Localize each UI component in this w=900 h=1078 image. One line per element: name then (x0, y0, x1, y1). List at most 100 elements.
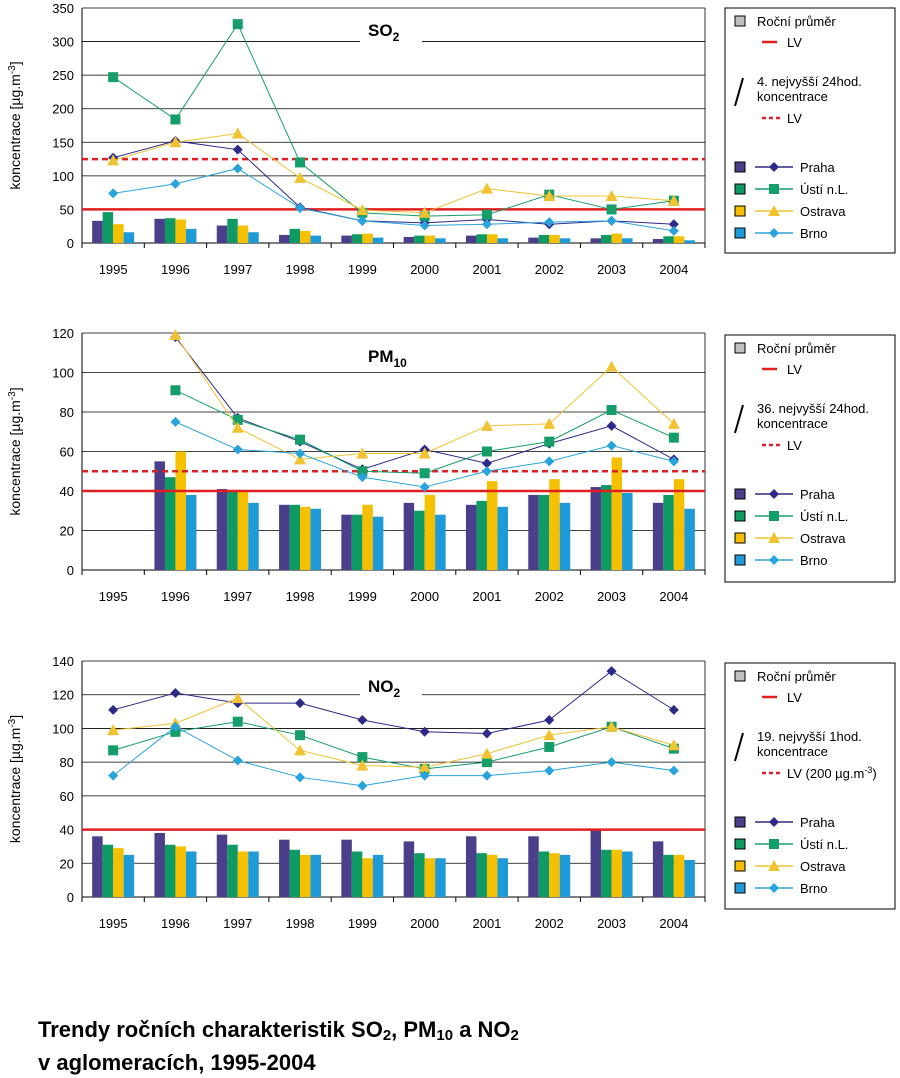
point-ostrava (356, 759, 369, 771)
point-ostrava (231, 421, 244, 433)
bar-brno (559, 238, 571, 243)
x-tick-label: 1999 (348, 916, 377, 931)
bar-praha (92, 220, 103, 243)
y-tick-label: 100 (52, 721, 74, 736)
bar-praha (590, 829, 602, 897)
point-ostrava (107, 154, 120, 166)
bar-usti (538, 851, 550, 897)
chart-title: SO2 (368, 21, 400, 44)
legend-annual-label: Roční průměr (757, 14, 836, 29)
bar-brno (310, 508, 322, 570)
bar-praha (528, 494, 539, 570)
bar-brno (185, 851, 197, 897)
bar-usti (538, 234, 550, 243)
x-tick-label: 2003 (597, 589, 626, 604)
point-usti (232, 716, 243, 727)
y-tick-label: 0 (67, 890, 74, 905)
bar-ostrava (673, 854, 685, 897)
legend-marker-ostrava (768, 532, 780, 543)
point-brno (170, 178, 181, 189)
point-ostrava (605, 190, 618, 201)
bar-usti (663, 236, 674, 243)
point-ostrava (667, 739, 680, 751)
y-tick-label: 60 (60, 445, 74, 460)
point-brno (419, 482, 430, 493)
bar-praha (279, 839, 290, 897)
bar-praha (341, 235, 352, 243)
main-title-line-2: v aglomeracích, 1995-2004 (38, 1050, 316, 1075)
point-usti (232, 19, 243, 30)
bar-praha (216, 834, 228, 897)
point-praha (668, 219, 679, 230)
point-usti (170, 385, 181, 396)
legend-swatch-praha (734, 816, 746, 828)
legend-label-ostrava: Ostrava (800, 531, 846, 546)
x-tick-label: 2000 (410, 916, 439, 931)
bar-brno (372, 237, 384, 243)
bar-praha (465, 504, 477, 570)
legend-frame (724, 662, 896, 910)
y-tick-label: 300 (52, 35, 74, 50)
line-praha (113, 140, 674, 225)
point-brno (481, 770, 492, 781)
point-brno (419, 770, 430, 781)
point-ostrava (418, 761, 431, 773)
bar-usti (476, 853, 487, 897)
bar-praha (465, 836, 477, 897)
bar-brno (622, 851, 633, 897)
legend-annual-swatch (734, 342, 746, 354)
chart-title-bg (360, 674, 422, 700)
bar-brno (310, 854, 322, 897)
bar-usti (601, 234, 612, 243)
bar-ostrava (237, 491, 249, 570)
chart-title-sub: 2 (393, 30, 400, 44)
x-tick-label: 1999 (348, 589, 377, 604)
point-usti (419, 468, 430, 479)
point-brno (606, 440, 617, 451)
legend-lv-label: LV (787, 362, 802, 377)
bar-usti (289, 849, 301, 897)
bar-praha (154, 832, 165, 897)
bar-brno (435, 858, 446, 897)
point-ostrava (294, 171, 307, 183)
x-tick-label: 2000 (410, 262, 439, 277)
point-usti (481, 757, 492, 768)
legend-swatch-usti (734, 838, 746, 850)
legend-label-praha: Praha (800, 160, 835, 175)
point-brno (544, 456, 555, 467)
legend-swatch-usti (734, 510, 746, 522)
point-brno (419, 220, 430, 231)
x-tick-label: 1995 (99, 262, 128, 277)
main-title-sub-1: 2 (382, 1027, 392, 1044)
point-brno (606, 215, 617, 226)
bar-ostrava (673, 479, 685, 570)
point-brno (295, 448, 306, 459)
bar-brno (497, 506, 508, 570)
bar-brno (622, 238, 633, 243)
x-tick-label: 1997 (223, 262, 252, 277)
x-tick-label: 2004 (659, 916, 688, 931)
legend-label-usti: Ústí n.L. (800, 182, 848, 197)
legend-annual-label: Roční průměr (757, 669, 836, 684)
legend-swatch-usti (734, 183, 746, 195)
y-tick-label: 80 (60, 405, 74, 420)
y-tick-label: 150 (52, 135, 74, 150)
y-tick-label: 0 (67, 236, 74, 251)
x-tick-label: 1995 (99, 589, 128, 604)
legend-lv-label: LV (787, 35, 802, 50)
bar-ostrava (673, 236, 685, 243)
bar-praha (652, 238, 664, 243)
y-tick-label: 200 (52, 102, 74, 117)
legend-swatch-brno (734, 882, 746, 894)
legend-annual-swatch (734, 670, 746, 682)
point-brno (481, 466, 492, 477)
x-tick-label: 1998 (286, 916, 315, 931)
point-usti (481, 446, 492, 457)
legend-short-label-2: koncentrace (757, 89, 828, 104)
bar-praha (465, 235, 477, 243)
legend-lv-label: LV (787, 690, 802, 705)
point-brno (481, 219, 492, 230)
point-ostrava (169, 328, 182, 340)
legend-swatch-brno (734, 554, 746, 566)
